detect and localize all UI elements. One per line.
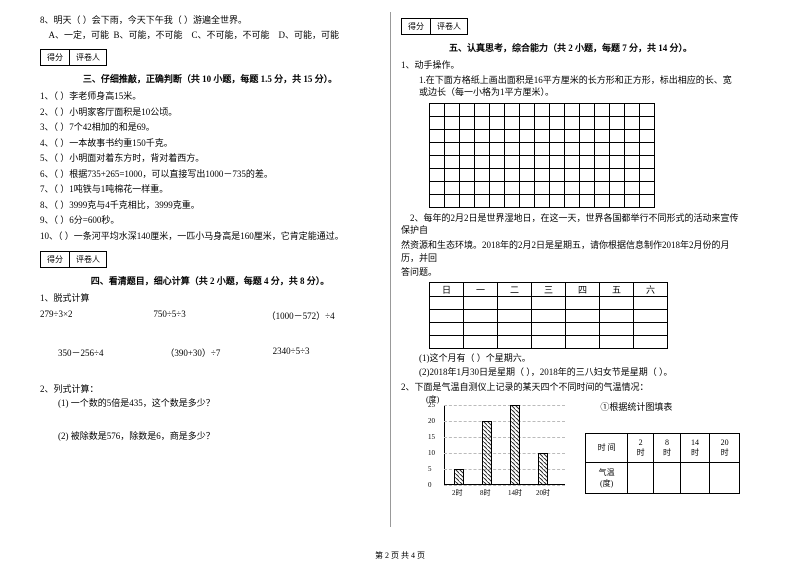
score-box-5: 得分 评卷人 — [401, 18, 468, 35]
calc-cell: 279÷3×2 — [40, 309, 153, 322]
q1-1-text: 1.在下面方格纸上画出面积是16平方厘米的长方形和正方形，标出相应的长、宽或边长… — [401, 74, 740, 99]
judge-item: 6、（ ）根据735+265=1000，可以直接写出1000－735的差。 — [40, 168, 380, 182]
calc-cell: 350－256÷4 — [40, 346, 165, 359]
judge-item: 2、（ ）小明家客厅面积是10公顷。 — [40, 106, 380, 120]
q1-2-text-c: 答问题。 — [401, 266, 740, 279]
stat-h1: 时 间 — [586, 433, 628, 462]
judge-list: 1、（ ）李老师身高15米。 2、（ ）小明家客厅面积是10公顷。 3、（ ）7… — [40, 90, 380, 243]
calc2-sub1: (1) 一个数的5倍是435，这个数是多少？ — [40, 397, 380, 410]
calendar-table: 日一二三四五六 — [429, 282, 668, 349]
grader-label: 评卷人 — [70, 50, 106, 65]
calc-cell: （390+30）÷7 — [165, 346, 272, 359]
stat-table: 时 间 2时 8时 14时 20时 气温(度) — [585, 433, 740, 494]
judge-item: 1、（ ）李老师身高15米。 — [40, 90, 380, 104]
q2-label: 2、下面是气温自测仪上记录的某天四个不同时间的气温情况： — [401, 381, 740, 394]
score-label: 得分 — [402, 19, 431, 34]
stat-c: 2时 — [627, 433, 653, 462]
q1-2-sub2: (2)2018年1月30日是星期（ ），2018年的三八妇女节是星期（ ）。 — [401, 366, 740, 379]
stat-blank — [680, 462, 710, 493]
stat-blank — [710, 462, 740, 493]
calc-cell: 2340÷5÷3 — [273, 346, 380, 359]
calc-row-1: 279÷3×2 750÷5÷3 （1000－572）÷4 — [40, 309, 380, 322]
section-5-title: 五、认真思考，综合能力（共 2 小题，每题 7 分，共 14 分）。 — [401, 41, 740, 54]
q8-options: A、一定，可能 B、可能，不可能 C、不可能，不可能 D、可能，可能 — [40, 29, 380, 42]
stat-c: 8时 — [654, 433, 680, 462]
judge-item: 5、（ ）小明面对着东方时，背对着西方。 — [40, 152, 380, 166]
page-footer: 第 2 页 共 4 页 — [0, 550, 800, 561]
score-label: 得分 — [41, 50, 70, 65]
judge-item: 10、（ ）一条河平均水深140厘米，一匹小马身高是160厘米，它肯定能通过。 — [40, 230, 380, 244]
q1-label: 1、动手操作。 — [401, 59, 740, 72]
judge-item: 8、（ ）3999克与4千克相比，3999克重。 — [40, 199, 380, 213]
grader-label: 评卷人 — [70, 252, 106, 267]
judge-item: 9、（ ）6分=600秒。 — [40, 214, 380, 228]
calc2-label: 2、列式计算： — [40, 383, 380, 396]
section-4-title: 四、看清题目，细心计算（共 2 小题，每题 4 分，共 8 分）。 — [40, 274, 380, 287]
q1-2-sub1: (1)这个月有（ ）个星期六。 — [401, 352, 740, 365]
grid-paper — [429, 103, 655, 208]
score-box-4: 得分 评卷人 — [40, 251, 107, 268]
q1-2-text-b: 然资源和生态环境。2018年的2月2日是星期五，请你根据信息制作2018年2月份… — [401, 239, 740, 264]
stat-h2: 气温(度) — [586, 462, 628, 493]
stat-c: 14时 — [680, 433, 710, 462]
stat-table-title: ①根据统计图填表 — [600, 400, 740, 413]
calc-cell: （1000－572）÷4 — [267, 309, 380, 322]
judge-item: 4、（ ）一本故事书约重150千克。 — [40, 137, 380, 151]
score-label: 得分 — [41, 252, 70, 267]
stat-blank — [627, 462, 653, 493]
grader-label: 评卷人 — [431, 19, 467, 34]
stat-blank — [654, 462, 680, 493]
calc2-sub2: (2) 被除数是576，除数是6，商是多少？ — [40, 430, 380, 443]
temperature-bar-chart: (度) 25201510502时8时14时20时 — [426, 400, 570, 500]
chart-y-axis — [444, 405, 445, 485]
calc-row-2: 350－256÷4 （390+30）÷7 2340÷5÷3 — [40, 346, 380, 359]
q1-2-text-a: 2、每年的2月2日是世界湿地日，在这一天，世界各国都举行不同形式的活动来宣传保护… — [401, 212, 740, 237]
q8-stem: 8、明天（ ）会下雨，今天下午我（ ）游遍全世界。 — [40, 14, 380, 27]
calc1-label: 1、脱式计算 — [40, 292, 380, 305]
judge-item: 3、（ ）7个42相加的和是69。 — [40, 121, 380, 135]
score-box-3: 得分 评卷人 — [40, 49, 107, 66]
judge-item: 7、（ ）1吨铁与1吨棉花一样重。 — [40, 183, 380, 197]
section-3-title: 三、仔细推敲，正确判断（共 10 小题，每题 1.5 分，共 15 分）。 — [40, 72, 380, 85]
calc-cell: 750÷5÷3 — [153, 309, 266, 322]
stat-c: 20时 — [710, 433, 740, 462]
